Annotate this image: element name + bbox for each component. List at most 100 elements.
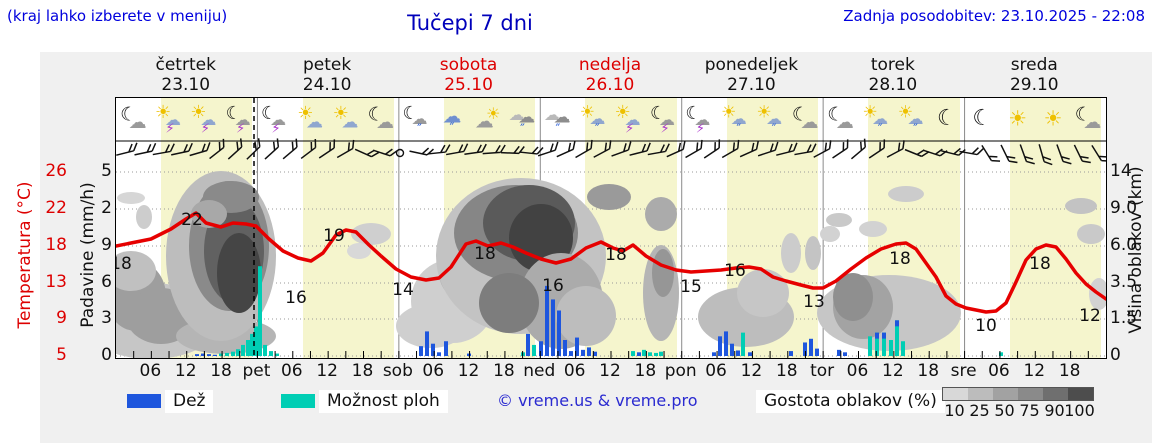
cloud-height-tick-label: 1.5 bbox=[1110, 308, 1138, 328]
sun-rain-icon: ☀ ☁ ″ bbox=[894, 100, 929, 138]
moon-storm-icon: ☾ ☁ ⚡ bbox=[682, 100, 717, 138]
density-gradient-step bbox=[968, 388, 993, 400]
shower-bar bbox=[642, 349, 646, 356]
wind-barb-icon bbox=[1073, 144, 1091, 164]
temperature-value-label: 16 bbox=[724, 261, 746, 281]
icon-glyph: ″ bbox=[736, 122, 742, 138]
density-tick-label: 100 bbox=[1064, 401, 1095, 420]
wind-barb-glyph bbox=[981, 144, 1001, 162]
wind-barb-icon bbox=[794, 143, 817, 156]
cloud-density-blob bbox=[117, 192, 145, 204]
wind-barb-glyph bbox=[556, 140, 576, 158]
cloud-density-blob bbox=[479, 273, 539, 333]
cloud-density-legend-label: Gostota oblakov (%) bbox=[756, 390, 945, 413]
icon-glyph: ☾ bbox=[402, 103, 419, 124]
icon-glyph: ″ bbox=[520, 122, 526, 138]
wind-barb-glyph bbox=[116, 142, 138, 156]
wind-barb-icon bbox=[116, 142, 138, 156]
wind-barb-icon bbox=[282, 138, 298, 160]
icon-glyph: ☁ bbox=[508, 105, 525, 124]
shower-bar bbox=[741, 332, 745, 356]
cloud-density-blob bbox=[1065, 198, 1097, 214]
sun-icon: ☀ bbox=[1035, 100, 1070, 138]
icon-glyph: ⚡ bbox=[236, 121, 246, 137]
wind-barb-icon bbox=[482, 144, 506, 155]
wind-barb-glyph bbox=[1091, 144, 1106, 162]
time-tick-label: 06 bbox=[846, 361, 869, 381]
precip-tick-label: 6 bbox=[101, 272, 112, 292]
sun-cloud-icon: ☀ ☁ bbox=[293, 100, 328, 138]
wind-barb-glyph bbox=[1056, 144, 1072, 165]
temp-tick-label: 18 bbox=[45, 235, 67, 255]
wind-barb-glyph bbox=[1000, 144, 1018, 164]
credit-link[interactable]: © vreme.us & vreme.pro bbox=[497, 391, 698, 410]
wind-barb-icon bbox=[813, 140, 832, 158]
cloud-height-tick-label: 14 bbox=[1110, 161, 1132, 181]
day-header: torek 28.10 bbox=[822, 55, 963, 95]
rain-bar bbox=[526, 333, 530, 356]
day-date: 28.10 bbox=[868, 75, 918, 95]
icon-glyph: ☀ bbox=[332, 103, 349, 124]
wind-barb-icon bbox=[556, 140, 576, 158]
icon-glyph: ☀ bbox=[614, 102, 631, 123]
wind-barb-icon bbox=[703, 139, 721, 159]
temperature-value-label: 18 bbox=[116, 254, 132, 274]
cloud-density-blob bbox=[737, 269, 789, 317]
rain-bar bbox=[551, 299, 555, 356]
icon-glyph: ☁ bbox=[234, 110, 251, 129]
wind-barb-icon bbox=[757, 141, 779, 157]
time-tick-label: 06 bbox=[422, 361, 445, 381]
icon-glyph: ″ bbox=[594, 122, 600, 138]
rain-bar bbox=[587, 347, 591, 356]
wind-barb-icon bbox=[593, 140, 612, 158]
menu-hint[interactable]: (kraj lahko izberete v meniju) bbox=[7, 7, 228, 25]
wind-barb-icon bbox=[611, 141, 632, 157]
time-tick-label: 18 bbox=[210, 361, 232, 381]
density-tick-label: 90 bbox=[1044, 401, 1065, 420]
wind-barb-icon bbox=[629, 142, 651, 156]
icon-glyph: ☁ bbox=[341, 112, 359, 133]
cloud-density-blob bbox=[652, 249, 674, 297]
wind-barb-glyph bbox=[593, 140, 612, 158]
shower-bar bbox=[236, 349, 240, 356]
icon-glyph: ☁ bbox=[474, 110, 494, 133]
temperature-value-label: 19 bbox=[323, 226, 345, 246]
day-name: četrtek bbox=[155, 55, 216, 75]
wind-barb-icon bbox=[868, 139, 886, 159]
shower-legend-label: Možnost ploh bbox=[319, 390, 448, 413]
wind-barb-glyph bbox=[922, 148, 948, 157]
sun-storm-icon: ☀ ☁ ⚡ bbox=[187, 100, 222, 138]
cloud-density-blob bbox=[136, 205, 152, 229]
icon-glyph: ☀ bbox=[486, 104, 501, 123]
shower-bar bbox=[258, 266, 262, 356]
wind-barb-glyph bbox=[264, 138, 280, 160]
icon-glyph: ☀ bbox=[579, 102, 595, 123]
rain-bar bbox=[837, 349, 841, 356]
time-tick-label: 18 bbox=[493, 361, 515, 381]
clouds-rain-icon: ☁ ☁ ″ bbox=[540, 100, 575, 138]
wind-barb-glyph bbox=[703, 139, 721, 159]
shower-bar bbox=[532, 344, 536, 356]
icon-glyph: ☾ bbox=[937, 106, 957, 131]
cloud-height-tick-label: 9.0 bbox=[1110, 198, 1138, 218]
wind-barb-icon bbox=[152, 143, 175, 156]
day-header: sobota 25.10 bbox=[398, 55, 539, 95]
rain-bar bbox=[803, 342, 807, 356]
temperature-value-label: 16 bbox=[285, 288, 307, 308]
cloud-density-gradient bbox=[942, 387, 1094, 401]
sun-rain-icon: ☀ ☁ ″ bbox=[859, 100, 894, 138]
rain-bar bbox=[789, 351, 793, 356]
rain-bar-cap bbox=[875, 332, 879, 339]
day-date: 24.10 bbox=[302, 75, 352, 95]
wind-barb-icon bbox=[886, 140, 905, 158]
wind-barb-icon bbox=[739, 140, 760, 158]
density-gradient-step bbox=[993, 388, 1018, 400]
icon-glyph: ☾ bbox=[367, 103, 385, 126]
wind-barb-glyph bbox=[794, 143, 817, 156]
wind-barb-glyph bbox=[1019, 144, 1035, 165]
day-boundary-label: ned bbox=[523, 361, 556, 381]
wind-barb-icon bbox=[1038, 144, 1053, 166]
wind-barb-icon bbox=[446, 143, 469, 156]
sun-icon: ☀ bbox=[1000, 100, 1035, 138]
